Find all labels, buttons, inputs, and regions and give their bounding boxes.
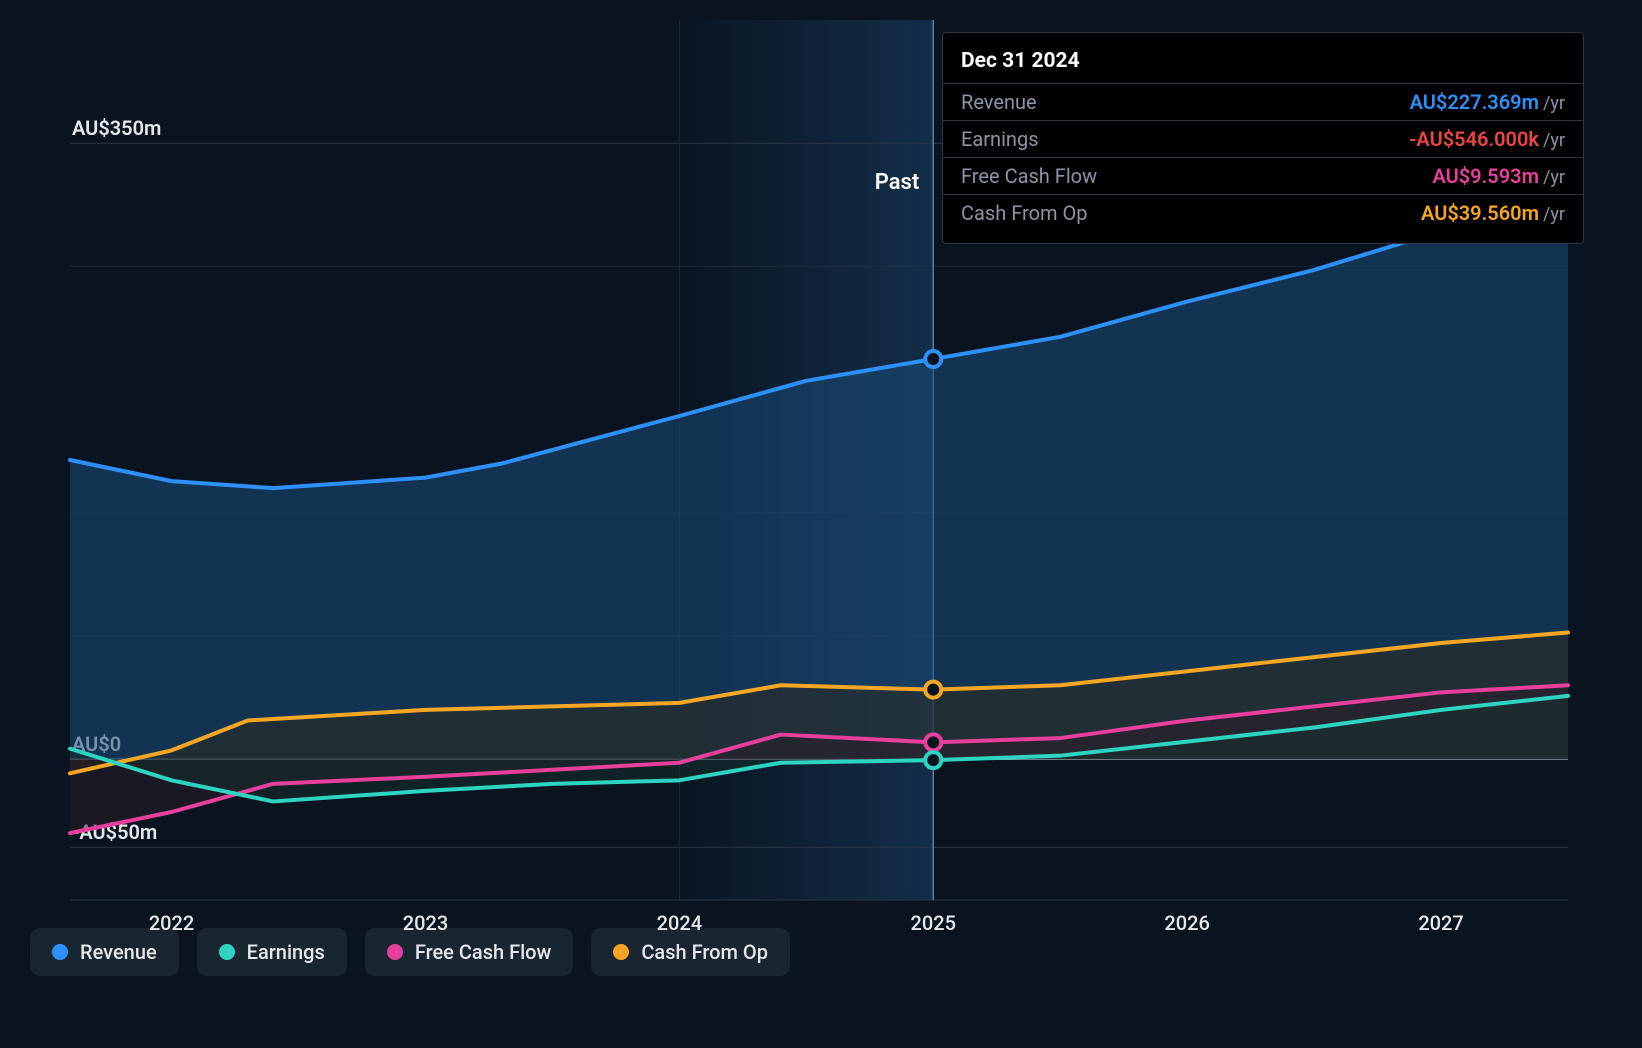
tooltip-label: Earnings [961,127,1039,151]
svg-text:2024: 2024 [657,911,702,935]
tooltip-value: -AU$546.000k [1409,127,1539,151]
tooltip-row-revenue: Revenue AU$227.369m/yr [943,83,1583,120]
tooltip-label: Revenue [961,90,1037,114]
svg-text:Past: Past [875,170,920,195]
svg-text:2023: 2023 [403,911,448,935]
tooltip-value: AU$9.593m [1432,164,1539,188]
tooltip-row-cfo: Cash From Op AU$39.560m/yr [943,194,1583,231]
legend-swatch [613,944,629,960]
tooltip-unit: /yr [1543,130,1565,151]
tooltip-row-fcf: Free Cash Flow AU$9.593m/yr [943,157,1583,194]
chart-tooltip: Dec 31 2024 Revenue AU$227.369m/yr Earni… [942,32,1584,244]
legend-swatch [219,944,235,960]
tooltip-unit: /yr [1543,93,1565,114]
tooltip-label: Cash From Op [961,201,1087,225]
svg-text:2025: 2025 [911,911,956,935]
chart-container: -AU$50mAU$0AU$350mPastAnalysts Forecasts… [0,0,1642,1048]
tooltip-value: AU$227.369m [1410,90,1539,114]
chart-plot-area[interactable]: -AU$50mAU$0AU$350mPastAnalysts Forecasts… [30,20,1612,900]
legend-label: Cash From Op [641,940,768,964]
tooltip-unit: /yr [1543,167,1565,188]
tooltip-row-earnings: Earnings -AU$546.000k/yr [943,120,1583,157]
svg-text:2022: 2022 [149,911,194,935]
legend-swatch [387,944,403,960]
tooltip-unit: /yr [1543,204,1565,225]
svg-text:2027: 2027 [1418,911,1463,935]
tooltip-value: AU$39.560m [1421,201,1539,225]
tooltip-date: Dec 31 2024 [943,45,1583,83]
svg-text:2026: 2026 [1164,911,1209,935]
legend-label: Revenue [80,940,157,964]
legend-swatch [52,944,68,960]
svg-text:AU$350m: AU$350m [72,116,161,140]
legend-label: Earnings [247,940,325,964]
legend-label: Free Cash Flow [415,940,552,964]
tooltip-label: Free Cash Flow [961,164,1097,188]
